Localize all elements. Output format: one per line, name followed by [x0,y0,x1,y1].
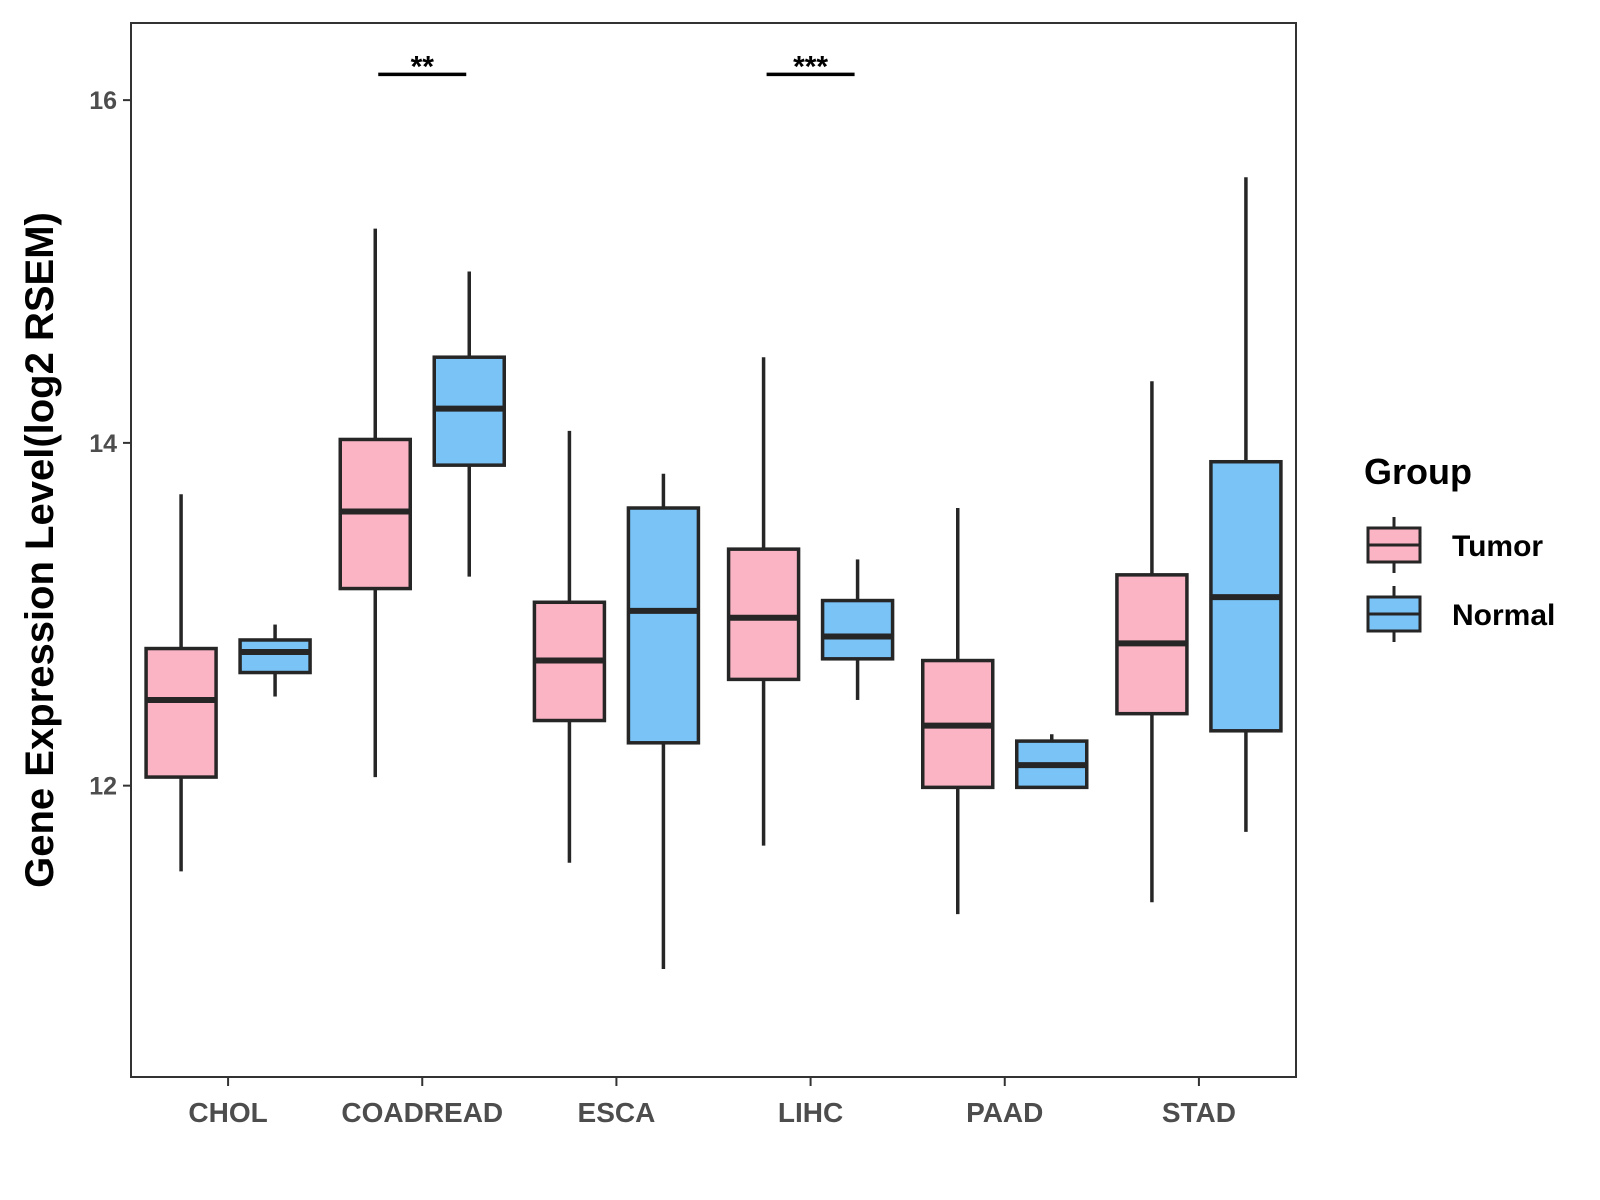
x-tick-label: LIHC [778,1097,843,1128]
box-iqr [820,598,895,661]
x-tick-label: COADREAD [341,1097,503,1128]
box-iqr [726,547,801,682]
y-tick-label: 16 [89,87,117,115]
x-tick-label: CHOL [188,1097,267,1128]
y-tick-label: 14 [89,430,117,458]
box-tumor-paad [921,508,995,915]
y-axis-label: Gene Expression Level(log2 RSEM) [18,212,62,888]
box-tumor-lihc [726,357,801,846]
box-tumor-coadread [338,228,412,778]
box-normal-coadread [432,271,506,577]
box-iqr [626,506,701,745]
box-normal-stad [1209,177,1283,832]
significance-annotations: ** *** [378,50,855,83]
x-tick-label: ESCA [578,1097,656,1128]
plot-panel [130,22,1297,1078]
legend-label-tumor: Tumor [1452,530,1543,563]
legend-title: Group [1364,451,1472,492]
x-axis: CHOL COADREAD ESCA LIHC PAAD STAD [188,1077,1236,1128]
box-iqr [144,646,218,779]
box-normal-lihc [820,559,895,700]
box-tumor-stad [1115,381,1189,903]
box-iqr [238,638,312,675]
legend-label-normal: Normal [1452,599,1555,632]
significance-label: *** [793,50,828,83]
x-tick-label: PAAD [966,1097,1043,1128]
y-axis: 12 14 16 [89,87,131,801]
box-normal-paad [1015,734,1089,790]
box-normal-chol [238,624,312,697]
y-tick-label: 12 [89,773,117,801]
significance-label: ** [411,50,435,83]
x-tick-label: STAD [1162,1097,1236,1128]
box-series [144,177,1283,970]
box-tumor-chol [144,494,218,872]
legend: Group Tumor Normal [1364,451,1555,642]
box-tumor-esca [532,430,607,863]
box-normal-esca [626,473,701,970]
